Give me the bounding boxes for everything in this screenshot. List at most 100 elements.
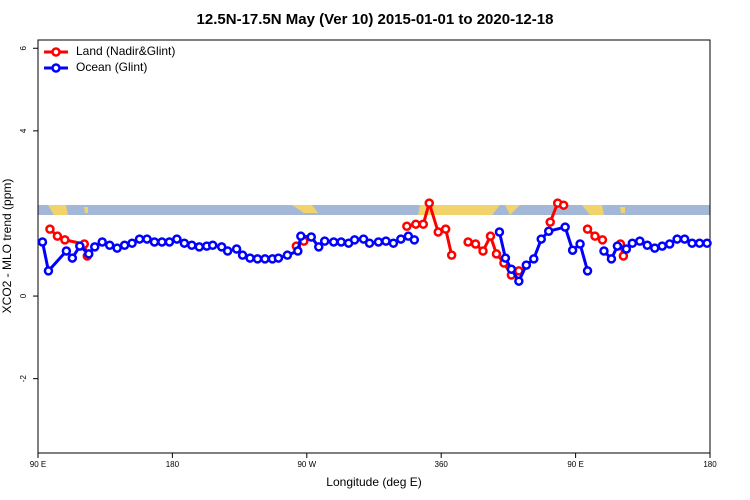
- data-point: [61, 246, 72, 256]
- data-point: [463, 237, 473, 247]
- data-point: [446, 250, 457, 260]
- data-point: [260, 254, 270, 264]
- data-point: [575, 239, 585, 249]
- data-point: [582, 266, 593, 276]
- data-point: [216, 242, 227, 252]
- x-tick-label: 180: [166, 460, 180, 469]
- data-point: [313, 242, 324, 252]
- data-point: [606, 254, 617, 264]
- data-point: [402, 221, 412, 232]
- data-point: [373, 237, 384, 247]
- y-tick-label: 0: [19, 293, 28, 298]
- data-point: [207, 240, 218, 251]
- data-point: [642, 240, 653, 251]
- map-band: [38, 205, 710, 215]
- data-point: [127, 238, 137, 248]
- data-point: [649, 243, 660, 253]
- data-point: [440, 224, 451, 234]
- legend: Land (Nadir&Glint) Ocean (Glint): [44, 44, 175, 74]
- data-point: [396, 234, 406, 244]
- data-point: [134, 234, 145, 244]
- data-point: [89, 242, 100, 252]
- data-point: [506, 264, 517, 274]
- data-point: [627, 238, 638, 248]
- data-point: [418, 219, 429, 229]
- data-point: [364, 238, 375, 248]
- data-point: [545, 217, 555, 227]
- data-point: [222, 246, 233, 256]
- data-point: [521, 260, 532, 270]
- data-point: [702, 238, 712, 248]
- data-point: [45, 224, 55, 234]
- data-point: [245, 253, 255, 263]
- y-axis-label: XCO2 - MLO trend (ppm): [0, 179, 14, 314]
- data-point: [491, 249, 502, 259]
- data-point: [621, 244, 632, 254]
- data-point: [172, 234, 182, 244]
- data-point: [388, 238, 399, 248]
- x-tick-label: 180: [703, 460, 717, 469]
- data-point: [149, 237, 160, 247]
- data-point: [231, 244, 242, 254]
- data-point: [514, 276, 524, 286]
- data-point: [470, 239, 481, 249]
- data-point: [485, 231, 496, 241]
- data-point: [358, 234, 369, 244]
- data-point: [328, 237, 339, 247]
- chart-title: 12.5N-17.5N May (Ver 10) 2015-01-01 to 2…: [197, 11, 554, 28]
- data-point: [43, 266, 54, 276]
- data-point: [567, 245, 578, 255]
- data-point: [75, 241, 85, 251]
- data-point: [237, 250, 248, 260]
- data-point: [635, 236, 645, 246]
- data-point: [590, 231, 600, 241]
- x-tick-label: 90 E: [30, 460, 46, 469]
- data-point: [687, 238, 697, 248]
- data-point: [582, 224, 593, 234]
- data-point: [336, 237, 346, 247]
- data-point: [164, 237, 175, 247]
- data-point: [112, 243, 122, 253]
- data-point: [409, 235, 420, 245]
- data-point: [194, 242, 205, 252]
- data-point: [142, 234, 152, 244]
- data-point: [411, 219, 421, 229]
- data-point: [424, 198, 435, 208]
- data-point: [349, 235, 360, 245]
- data-point: [157, 237, 167, 247]
- data-point: [187, 240, 197, 251]
- x-tick-label: 90 W: [297, 460, 316, 469]
- data-point: [252, 254, 263, 264]
- data-point: [104, 240, 115, 251]
- data-point: [84, 249, 94, 259]
- data-point: [433, 227, 443, 237]
- data-point: [679, 234, 690, 244]
- x-tick-label: 360: [435, 460, 449, 469]
- x-tick-label: 90 E: [567, 460, 583, 469]
- data-point: [381, 236, 391, 246]
- data-point: [494, 227, 505, 237]
- y-tick-label: -2: [19, 375, 28, 383]
- data-point: [657, 241, 667, 251]
- data-point: [560, 222, 570, 232]
- data-point: [694, 238, 705, 248]
- x-axis-label: Longitude (deg E): [326, 475, 421, 489]
- data-point: [296, 231, 306, 241]
- data-point: [273, 253, 284, 263]
- data-point: [119, 240, 130, 251]
- data-point: [293, 246, 303, 256]
- legend-label: Ocean (Glint): [76, 60, 147, 74]
- data-point: [97, 237, 107, 247]
- data-point: [60, 235, 70, 245]
- data-point: [52, 231, 63, 241]
- data-point: [282, 250, 293, 260]
- legend-marker: [51, 47, 61, 57]
- data-point: [597, 235, 608, 245]
- data-point: [612, 241, 623, 251]
- legend-marker: [51, 63, 61, 73]
- data-point: [37, 237, 48, 247]
- data-point: [67, 253, 78, 263]
- data-point: [306, 232, 317, 242]
- data-point: [543, 226, 554, 236]
